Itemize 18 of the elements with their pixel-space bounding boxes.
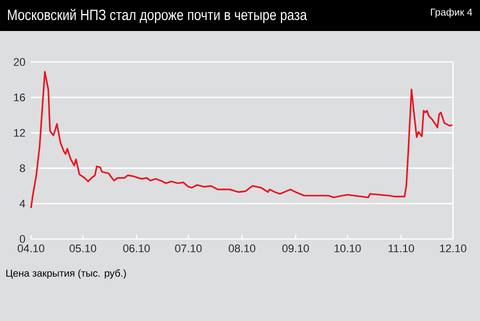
x-tick-label: 11.10: [388, 244, 414, 252]
y-tick-label: 20: [14, 58, 26, 66]
x-tick-label: 09.10: [282, 244, 309, 252]
x-tick-label: 06.10: [123, 244, 150, 252]
x-tick-label: 10.10: [334, 244, 361, 252]
x-tick-label: 04.10: [18, 244, 44, 252]
y-axis-title: Цена закрытия (тыс. руб.): [6, 269, 126, 279]
y-tick-label: 8: [20, 164, 25, 172]
text: График 4: [430, 8, 472, 18]
x-tick-label: 08.10: [228, 244, 256, 252]
chart-title: Московский НПЗ стал дороже почти в четыре раза: [8, 8, 307, 24]
x-tick-label: 07.10: [175, 244, 202, 252]
y-tick-label: 12: [14, 128, 25, 137]
x-tick-label: 05.10: [70, 244, 96, 252]
y-tick-label: 4: [20, 200, 26, 208]
y-tick-label: 16: [14, 94, 25, 102]
x-tick-label: 12.10: [440, 244, 466, 252]
y-tick-label: 0: [20, 235, 26, 243]
